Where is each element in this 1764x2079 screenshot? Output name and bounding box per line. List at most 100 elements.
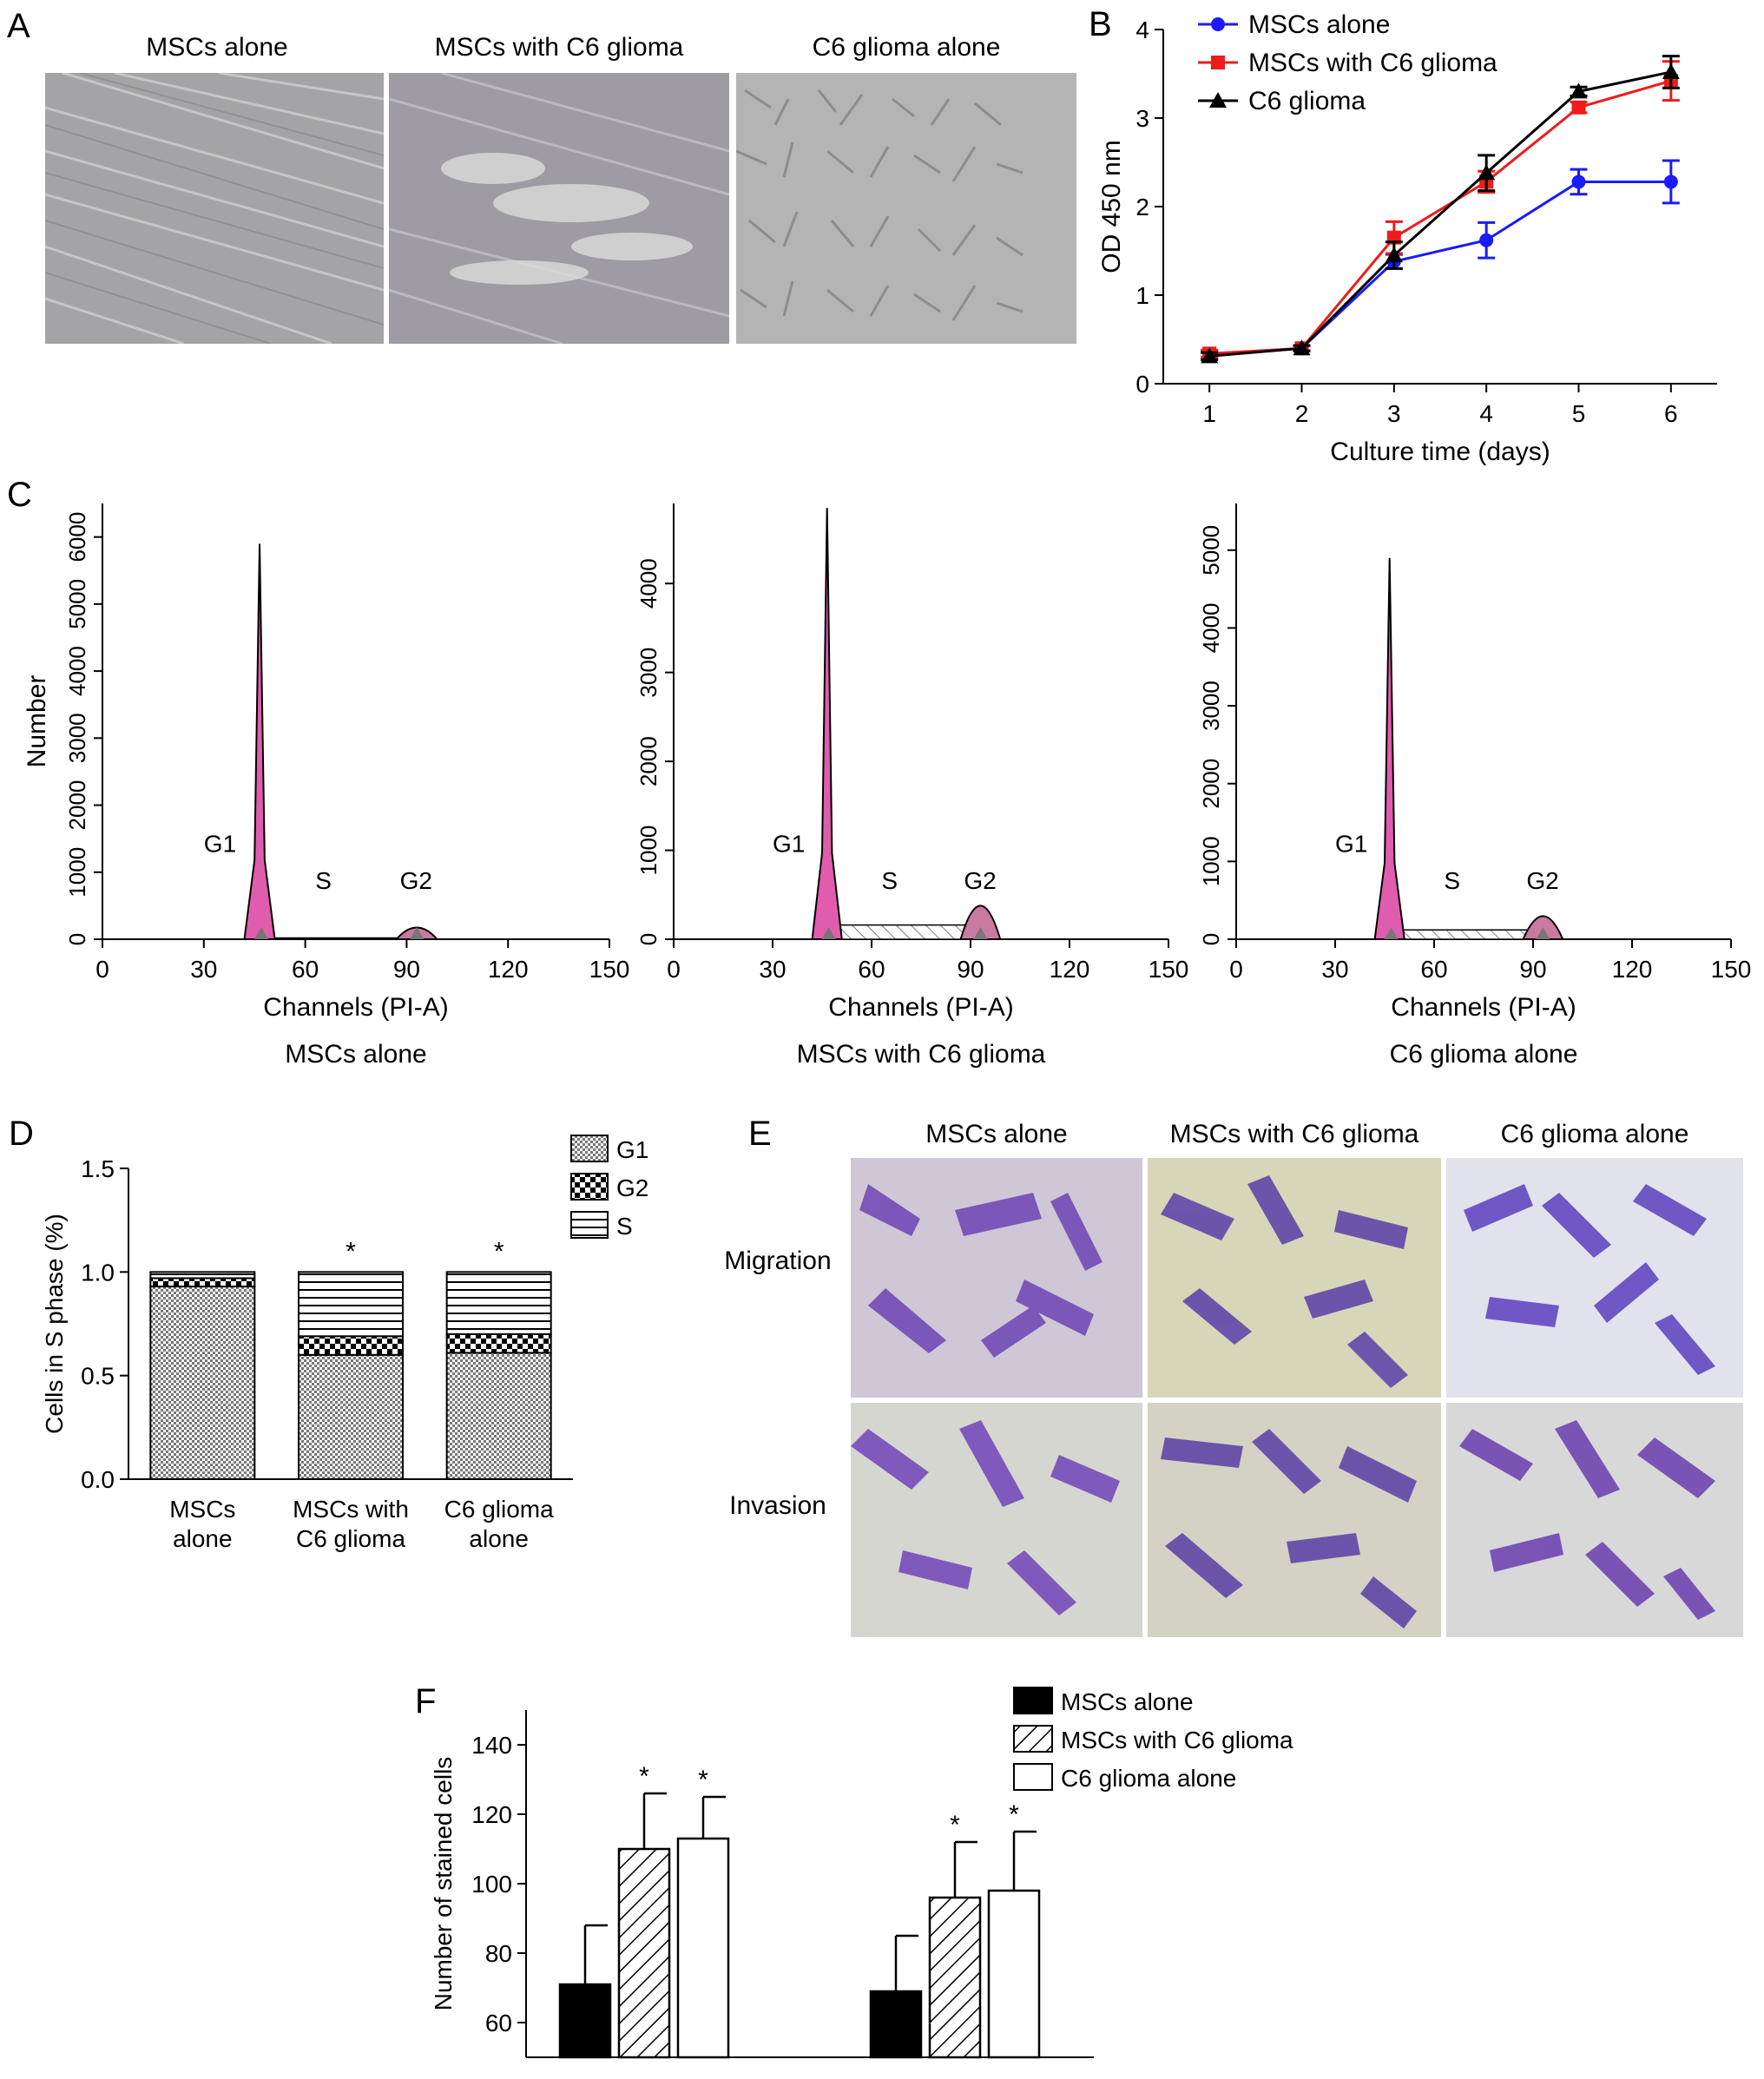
x-tick-label: 90 <box>957 956 984 983</box>
y-axis-label: Cells in S phase (%) <box>41 1214 68 1434</box>
point-marker <box>1571 174 1586 189</box>
panel-a-title-2: MSCs with C6 glioma <box>434 33 684 62</box>
panel-a-title-1: MSCs alone <box>146 33 288 62</box>
y-tick-label: 2000 <box>635 736 662 786</box>
point-marker <box>1201 347 1219 364</box>
bar-3 <box>676 1837 730 2059</box>
x-tick-label: 120 <box>1612 956 1653 983</box>
bar-segment-g2 <box>445 1332 552 1354</box>
y-tick-label: 0.0 <box>81 1466 115 1493</box>
label-g1: G1 <box>1335 831 1367 858</box>
bar-2 <box>928 1896 982 2059</box>
x-tick-label: 3 <box>1387 400 1401 427</box>
y-tick-label: 0 <box>1135 371 1149 398</box>
g1-peak <box>243 543 276 940</box>
plot-title: C6 glioma alone <box>1390 1040 1578 1069</box>
y-tick-label: 1000 <box>635 826 662 876</box>
bar-segment-g1 <box>149 1286 256 1480</box>
series-line <box>1209 180 1671 357</box>
y-tick-label: 1.0 <box>81 1259 115 1286</box>
y-tick-label: 4000 <box>64 646 90 696</box>
transwell-migration-msc-c6 <box>1148 1158 1441 1398</box>
legend-swatch <box>1013 1725 1053 1753</box>
x-tick-label: 0 <box>667 956 681 983</box>
bar-segment-g2 <box>149 1277 256 1288</box>
x-tick-label: 4 <box>1479 400 1493 427</box>
g1-peak <box>1373 557 1405 940</box>
y-tick-label: 0 <box>635 933 662 945</box>
y-axis-label: Number of stained cells <box>430 1757 457 2011</box>
x-tick-label: MSCs <box>169 1496 235 1523</box>
g2-peak <box>959 905 1002 940</box>
x-tick-label: MSCs with <box>293 1496 409 1523</box>
transwell-invasion-msc-c6 <box>1148 1403 1441 1637</box>
bar-1 <box>558 1983 612 2059</box>
panel-d-chart: 0.0 0.5 1.0 1.5 Cells in S phase (%) MSCs alon… <box>17 1115 694 1583</box>
panel-e-label: E <box>748 1115 772 1153</box>
x-tick-label: 90 <box>393 956 420 983</box>
y-tick-label: 80 <box>485 1940 512 1967</box>
panel-a-title-3: C6 glioma alone <box>812 33 1001 62</box>
panel-c-plots: 0 1000 2000 3000 4000 5000 6000 0 30 60 90 120 150 G1… <box>0 486 1764 1076</box>
y-tick-label: 4000 <box>635 558 662 609</box>
y-axis-label: OD 450 nm <box>1097 140 1126 273</box>
y-tick-label: 3 <box>1135 105 1149 132</box>
y-tick-label: 5000 <box>64 579 90 629</box>
y-tick-label: 4 <box>1135 16 1149 43</box>
panel-b-label: B <box>1089 5 1112 43</box>
legend-label: MSCs alone <box>1248 10 1390 39</box>
label-g2: G2 <box>1526 867 1558 894</box>
x-tick-label: 120 <box>488 956 529 983</box>
histogram-2: 0 1000 2000 3000 4000 0 30 60 90 120 150 G1 S G2 Chann… <box>635 503 1188 1069</box>
x-tick-label: 90 <box>1519 956 1546 983</box>
panel-d-label: D <box>9 1115 34 1153</box>
y-tick-label: 5000 <box>1198 525 1224 576</box>
x-tick-label: Migration <box>594 2070 694 2075</box>
significance-star: * <box>950 1811 960 1839</box>
x-tick-label: C6 glioma <box>444 1496 554 1523</box>
y-tick-label: 2000 <box>1198 759 1224 809</box>
y-tick-label: 0.5 <box>81 1363 115 1390</box>
g2-marker <box>410 927 425 939</box>
legend-label: MSCs alone <box>1061 1688 1194 1715</box>
point-marker <box>1211 17 1225 31</box>
bar-segment-g1 <box>298 1353 404 1480</box>
point-marker <box>1211 56 1225 69</box>
panel-a-label: A <box>7 7 30 45</box>
significance-star: * <box>1009 1800 1019 1829</box>
micrograph-msc-alone <box>45 73 384 344</box>
significance-star: * <box>494 1237 504 1266</box>
x-tick-label: 120 <box>1050 956 1090 983</box>
y-tick-label: 3000 <box>1198 681 1224 731</box>
legend-label: G1 <box>616 1136 648 1163</box>
legend-label: G2 <box>616 1174 648 1201</box>
x-tick-label: C6 glioma <box>296 1525 405 1552</box>
g2-marker <box>1536 927 1550 939</box>
x-axis-label: Culture time (days) <box>1330 438 1550 466</box>
legend-swatch <box>570 1211 609 1239</box>
y-tick-label: 3000 <box>64 713 90 763</box>
micrograph-c6-alone <box>736 73 1076 344</box>
panel-f-label: F <box>415 1682 437 1720</box>
label-g2: G2 <box>964 867 996 894</box>
s-phase-area <box>260 937 418 940</box>
bar-segment-s <box>149 1271 256 1280</box>
panel-c-label: C <box>7 476 32 514</box>
y-tick-label: 2000 <box>64 780 90 831</box>
x-tick-label: 60 <box>858 956 885 983</box>
x-tick-label: 30 <box>190 956 217 983</box>
series-3: C6 glioma <box>1198 55 1680 364</box>
y-tick-label: 4000 <box>1198 603 1224 654</box>
legend-label: C6 glioma alone <box>1061 1765 1236 1792</box>
plot-title: MSCs with C6 glioma <box>797 1040 1046 1069</box>
point-marker <box>1662 63 1680 79</box>
s-phase-area <box>827 924 982 940</box>
transwell-invasion-msc-alone <box>851 1403 1142 1637</box>
label-s: S <box>315 867 332 894</box>
bar-segment-g1 <box>445 1352 552 1480</box>
point-marker <box>1571 100 1586 115</box>
legend-swatch <box>570 1135 609 1162</box>
panel-f-chart: 60 80 100 120 140 Number of stained cells * * Mi… <box>417 1675 1406 2079</box>
y-tick-label: 2 <box>1135 194 1149 220</box>
x-tick-label: 2 <box>1295 400 1309 427</box>
